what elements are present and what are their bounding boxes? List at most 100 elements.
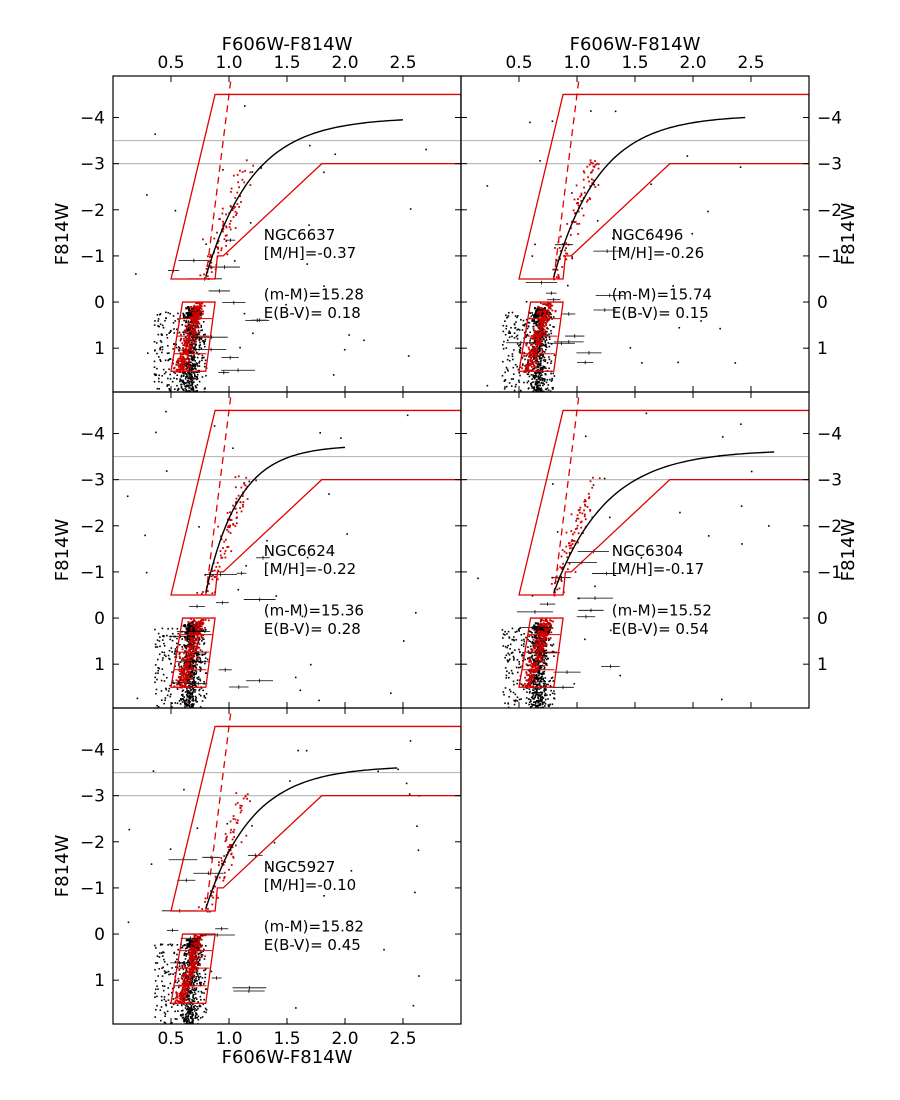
member-star [543,312,546,314]
y-axis-label: F814W [838,203,859,266]
field-star [198,693,201,696]
field-star [185,364,188,366]
member-star [550,631,553,634]
field-star [502,330,505,333]
field-star [173,332,175,334]
field-star [540,345,542,347]
field-star [527,362,529,364]
field-star [204,628,207,631]
member-star [541,327,544,330]
field-star [539,368,542,371]
member-star [537,325,540,328]
member-star [594,186,597,188]
member-star [588,180,590,183]
red-clump-star [534,311,537,315]
member-star [541,646,543,649]
field-star [542,353,544,356]
member-star [225,226,228,229]
member-star [190,306,193,308]
field-star [537,390,540,392]
field-star [534,702,537,704]
field-star [248,480,251,483]
field-star [194,348,196,351]
member-star [217,251,220,254]
field-star [184,646,187,649]
member-star [583,186,585,189]
field-star [507,315,510,317]
field-star [198,333,200,336]
field-star [518,661,520,663]
member-star [545,619,548,622]
field-star [548,345,551,348]
field-star [171,702,173,704]
y-tick-label: 0 [94,609,105,629]
red-clump-star [542,628,545,631]
field-star [505,327,507,330]
member-star [189,659,192,662]
member-star [539,314,542,317]
field-star [198,338,201,341]
panel-plot-area [461,392,809,708]
member-star [530,662,533,665]
member-star [186,675,189,678]
member-star [181,342,184,345]
member-star [199,619,202,622]
member-star [525,679,528,682]
field-star [191,327,194,330]
member-star [234,508,237,510]
field-star [548,631,551,634]
field-star [539,700,542,702]
member-star [189,324,192,326]
field-star [539,696,542,699]
field-star [531,312,533,314]
member-star [577,202,579,205]
member-star [192,330,195,333]
member-star [535,366,538,369]
field-star [188,375,190,377]
field-star [201,376,204,378]
member-star [204,618,207,621]
field-star [551,644,554,647]
member-star [541,350,544,353]
field-star [158,388,160,390]
field-star [551,388,554,390]
field-star [523,381,525,384]
field-star [195,684,197,687]
member-star [185,681,188,684]
member-star [544,644,547,647]
field-star [700,320,702,322]
field-star [504,645,507,648]
field-star [174,702,177,704]
field-star [195,671,198,673]
red-clump-star [196,310,199,313]
field-star [537,701,539,704]
field-star [205,672,208,675]
member-star [578,222,581,225]
field-star [520,683,523,686]
field-star [537,705,540,707]
field-star [508,311,510,314]
field-star [187,384,189,387]
field-star [153,340,156,343]
field-star [189,689,192,692]
field-star [203,642,206,644]
member-star [583,191,586,194]
member-star [540,318,543,321]
field-star [176,646,178,648]
member-star [195,324,198,327]
field-star [543,705,546,707]
field-star [592,484,595,486]
member-star [194,330,197,333]
member-star [201,623,204,626]
field-star [509,331,511,334]
field-star [544,321,547,324]
member-stars [172,159,255,374]
field-star [154,681,156,684]
field-star [533,350,535,353]
field-star [191,696,193,698]
member-star [188,658,191,661]
member-star [182,670,185,673]
field-star [507,652,510,655]
member-star [186,646,188,649]
member-star [581,207,583,210]
